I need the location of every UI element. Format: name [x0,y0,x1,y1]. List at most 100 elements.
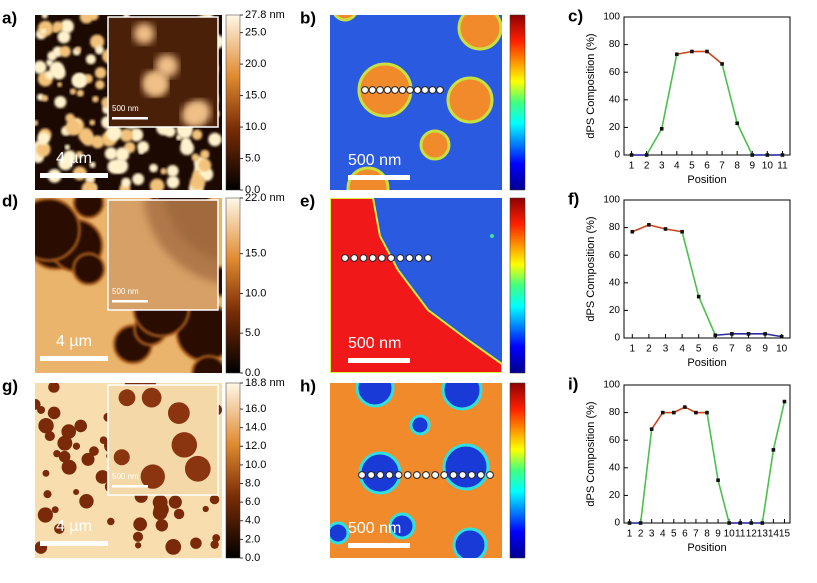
point [750,153,755,157]
colorbar-tick-label: 8.0 [245,477,260,489]
x-tick-label: 3 [649,529,655,540]
colorbar [225,382,241,559]
afm-feature [210,540,219,549]
afm-feature [81,452,95,466]
colorbar-tick-label: 4.0 [245,515,260,527]
afm-feature [54,523,65,534]
panel-label: i) [568,374,578,393]
y-tick-label: 40 [609,94,621,105]
point [735,121,739,126]
inset-frame [107,199,219,311]
line-segment [706,412,719,481]
afm-feature [166,164,179,177]
point [647,223,651,227]
image-group [330,15,502,190]
x-tick-label: 7 [693,529,699,540]
x-tick-label: 10 [776,344,788,355]
panel-label: c) [568,6,583,25]
point [763,332,767,336]
afm-feature [35,60,47,74]
line-segment [697,296,717,336]
scan-marker [405,254,414,262]
afm-feature [119,128,134,142]
colorbar-tick-label: 20.0 [245,58,266,70]
image-group [108,17,218,127]
y-tick-label: 100 [603,380,620,391]
y-tick-label: 40 [609,277,621,288]
afm-feature [191,354,222,373]
scan-marker [486,471,494,479]
panel-label: f) [568,189,579,208]
point [696,294,701,299]
afm-feature [138,148,144,155]
line-segment [651,412,664,430]
point [705,410,709,415]
x-tick-label: 4 [679,344,685,355]
scan-marker [476,471,485,479]
scan-marker [377,254,386,262]
y-axis-label: dPS Composition (%) [585,33,597,138]
x-tick-label: 5 [689,161,695,172]
afm-feature [52,21,64,32]
x-tick-label: 9 [762,344,768,355]
point [782,399,787,404]
afm-feature [58,450,71,463]
image-group [330,198,502,373]
afm-feature [160,168,167,175]
domain [330,198,502,373]
scale-bar [348,175,410,180]
point [630,229,635,234]
line-segment [684,406,697,414]
colorbar-tick-label: 0.0 [245,367,260,379]
scan-marker [414,254,423,262]
scan-marker [376,471,385,479]
y-tick-label: 40 [609,462,621,473]
x-axis-label: Position [687,357,726,369]
afm-feature [57,435,73,451]
panel-label: g) [2,376,18,395]
afm-feature [90,34,105,49]
afm-feature [155,519,169,532]
line-segment [660,54,678,129]
point [629,153,634,157]
afm-feature [35,120,39,126]
y-tick-label: 60 [609,435,621,446]
afm-feature [209,494,220,505]
point [749,521,754,525]
scan-marker [403,471,412,479]
colorbar [225,197,241,374]
y-tick-label: 0 [614,333,620,344]
point [672,410,676,415]
scan-marker [385,471,394,479]
y-tick-label: 80 [609,222,621,233]
afm-feature [89,15,99,21]
x-tick-label: 3 [659,161,665,172]
afm-feature [200,149,210,160]
colorbar-tick-label: 22.0 nm [245,192,285,204]
y-tick-label: 80 [609,407,621,418]
point [663,227,668,231]
point [765,153,770,157]
inset-frame [107,16,219,128]
afm-feature [47,51,57,61]
point [730,332,734,336]
colorbar-tick-label: 14.0 [245,422,266,434]
afm-feature [81,181,98,190]
colorbar-tick-label: 5.0 [245,152,260,164]
scan-marker [358,471,366,479]
afm-feature [166,175,180,189]
x-tick-label: 10 [762,161,774,172]
domain [490,234,494,238]
inset-scale-label: 500 nm [112,472,139,481]
scan-marker [458,471,467,479]
y-tick-label: 20 [609,122,621,133]
afm-feature [75,151,84,159]
scale-bar [40,173,108,178]
line-segment [648,224,666,230]
afm-feature [35,198,81,262]
scale-label: 4 µm [56,333,92,350]
inset-feature [184,455,211,482]
y-tick-label: 100 [603,12,620,23]
afm-feature [36,142,51,157]
